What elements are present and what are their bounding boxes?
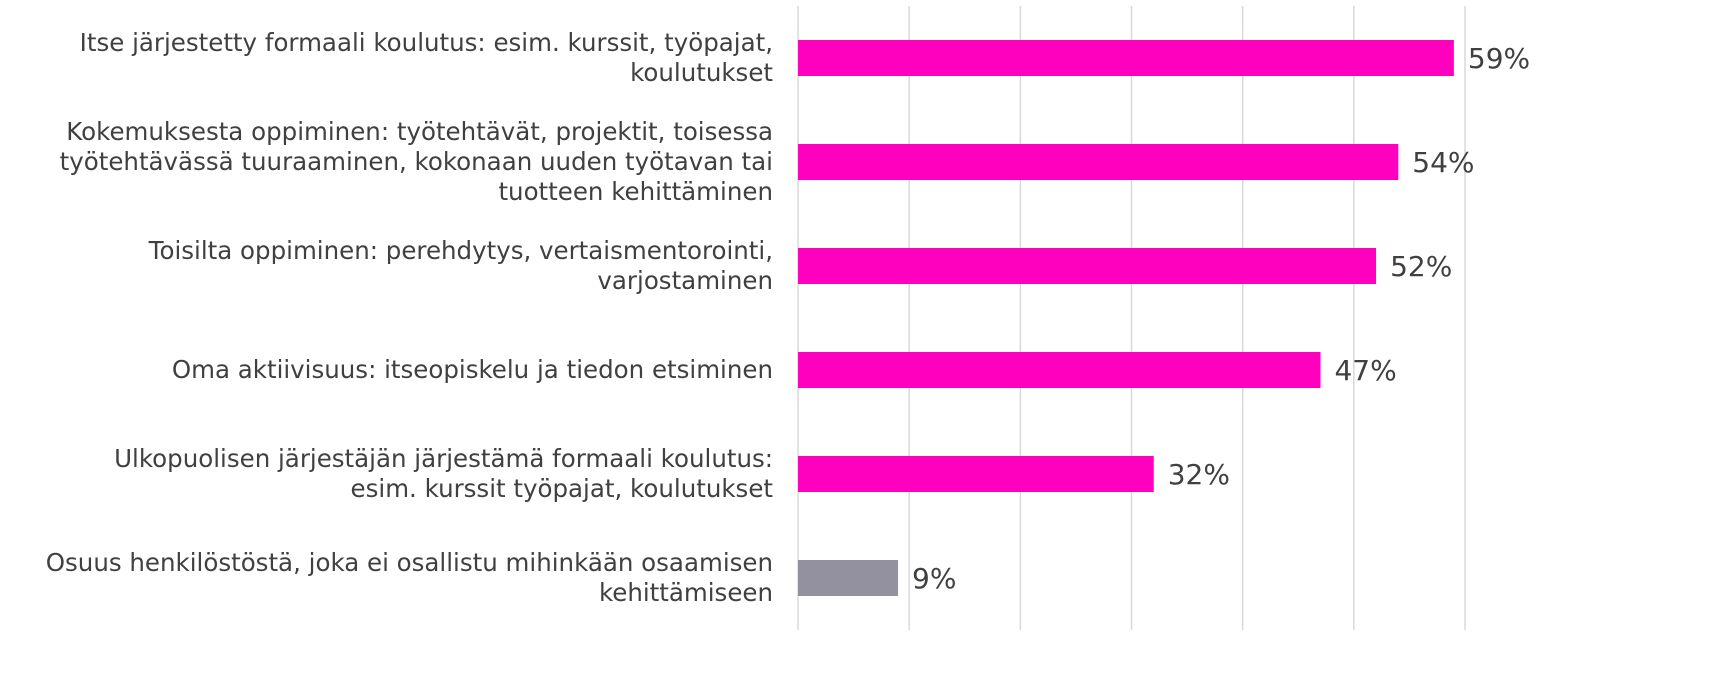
category-label: Osuus henkilöstöstä, joka ei osallistu m… — [45, 548, 773, 607]
bar — [798, 560, 899, 596]
category-label: Toisilta oppiminen: perehdytys, vertaism… — [148, 236, 773, 295]
category-label: Itse järjestetty formaali koulutus: esim… — [79, 28, 773, 87]
bar — [798, 352, 1321, 388]
category-label: Ulkopuolisen järjestäjän järjestämä form… — [114, 444, 773, 503]
bar — [798, 144, 1399, 180]
value-label: 52% — [1390, 250, 1452, 283]
bar — [798, 40, 1454, 76]
category-label: Oma aktiivisuus: itseopiskelu ja tiedon … — [171, 355, 773, 384]
value-label: 9% — [912, 562, 956, 595]
category-label: Kokemuksesta oppiminen: työtehtävät, pro… — [59, 117, 773, 206]
bar — [798, 248, 1377, 284]
value-label: 59% — [1468, 42, 1530, 75]
value-label: 47% — [1334, 354, 1396, 387]
bar — [798, 456, 1154, 492]
value-label: 32% — [1168, 458, 1230, 491]
value-label: 54% — [1412, 146, 1474, 179]
